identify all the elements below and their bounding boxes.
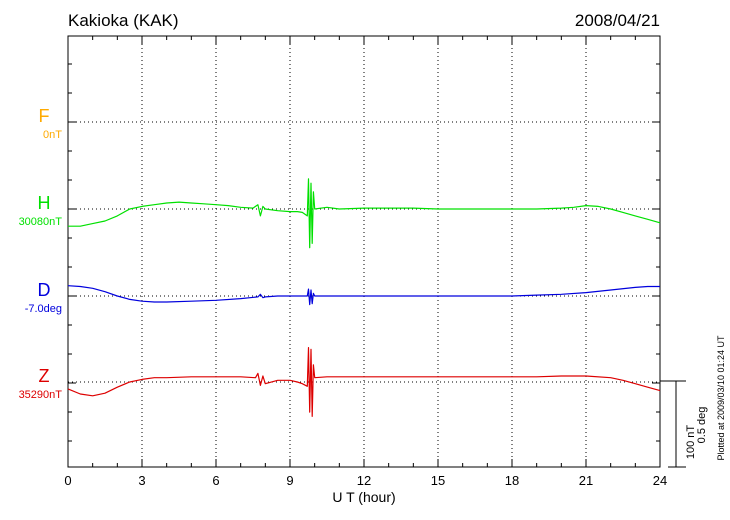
x-tick-label: 24 — [653, 473, 667, 488]
axis-ticks — [67, 36, 661, 467]
series-line-z — [67, 347, 661, 417]
date-label: 2008/04/21 — [575, 11, 660, 30]
x-tick-label: 18 — [505, 473, 519, 488]
station-title: Kakioka (KAK) — [68, 11, 179, 30]
series-labels: F 0nT H 30080nT D -7.0deg Z 35290nT — [19, 106, 63, 401]
series-group — [67, 178, 661, 417]
scale-label-deg: 0.5 deg — [696, 407, 708, 444]
x-tick-label: 0 — [64, 473, 71, 488]
x-tick-label: 21 — [579, 473, 593, 488]
series-name-z: Z — [39, 366, 50, 386]
series-baseline-f: 0nT — [43, 129, 62, 141]
series-name-h: H — [38, 193, 51, 213]
series-baseline-d: -7.0deg — [25, 303, 62, 315]
series-line-h — [68, 178, 661, 249]
x-tick-label: 15 — [431, 473, 445, 488]
series-baseline-z: 35290nT — [19, 389, 63, 401]
x-tick-label: 6 — [212, 473, 219, 488]
series-name-d: D — [38, 280, 51, 300]
scale-label-nt: 100 nT — [685, 425, 697, 460]
plot-frame — [67, 35, 661, 468]
x-tick-label: 3 — [138, 473, 145, 488]
series-name-f: F — [39, 106, 50, 126]
plotted-at-note: Plotted at 2009/03/10 01:24 UT — [716, 335, 726, 461]
series-baseline-h: 30080nT — [19, 216, 63, 228]
x-axis-label: U T (hour) — [332, 489, 395, 505]
x-tick-label: 9 — [286, 473, 293, 488]
series-line-d — [67, 285, 660, 306]
x-tick-label: 12 — [357, 473, 371, 488]
x-tick-labels: 0 3 6 9 12 15 18 21 24 — [64, 473, 667, 488]
